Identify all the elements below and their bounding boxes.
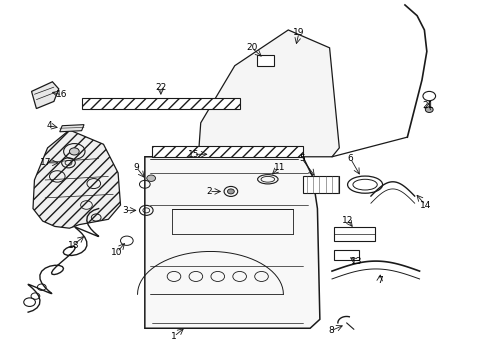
Polygon shape bbox=[144, 157, 319, 328]
Circle shape bbox=[227, 189, 234, 194]
Text: 15: 15 bbox=[187, 150, 199, 159]
Circle shape bbox=[146, 175, 155, 181]
Circle shape bbox=[69, 148, 79, 155]
Polygon shape bbox=[256, 55, 273, 66]
Text: 20: 20 bbox=[245, 43, 257, 52]
Text: 10: 10 bbox=[111, 248, 122, 257]
Text: 19: 19 bbox=[293, 28, 304, 37]
Text: 18: 18 bbox=[67, 240, 79, 249]
Text: 3: 3 bbox=[122, 206, 128, 215]
Polygon shape bbox=[152, 146, 302, 157]
Text: 17: 17 bbox=[41, 158, 52, 167]
Text: 12: 12 bbox=[341, 216, 352, 225]
Polygon shape bbox=[60, 125, 84, 132]
Text: 21: 21 bbox=[422, 101, 433, 110]
Text: 1: 1 bbox=[171, 332, 177, 341]
Text: 14: 14 bbox=[419, 201, 430, 210]
Polygon shape bbox=[81, 98, 239, 109]
Text: 6: 6 bbox=[347, 154, 353, 163]
Polygon shape bbox=[334, 249, 358, 260]
Text: 22: 22 bbox=[155, 83, 166, 92]
Circle shape bbox=[425, 107, 432, 112]
Polygon shape bbox=[31, 82, 59, 109]
Text: 7: 7 bbox=[376, 276, 382, 285]
Text: 4: 4 bbox=[46, 121, 52, 130]
Text: 8: 8 bbox=[327, 326, 333, 335]
Text: 13: 13 bbox=[350, 257, 361, 266]
Text: 9: 9 bbox=[133, 163, 139, 172]
Polygon shape bbox=[33, 130, 120, 228]
Text: 11: 11 bbox=[273, 163, 285, 172]
Polygon shape bbox=[334, 227, 374, 241]
Polygon shape bbox=[302, 176, 339, 193]
Text: 2: 2 bbox=[206, 187, 211, 196]
Text: 16: 16 bbox=[56, 90, 68, 99]
Polygon shape bbox=[198, 30, 339, 157]
Text: 5: 5 bbox=[298, 154, 304, 163]
